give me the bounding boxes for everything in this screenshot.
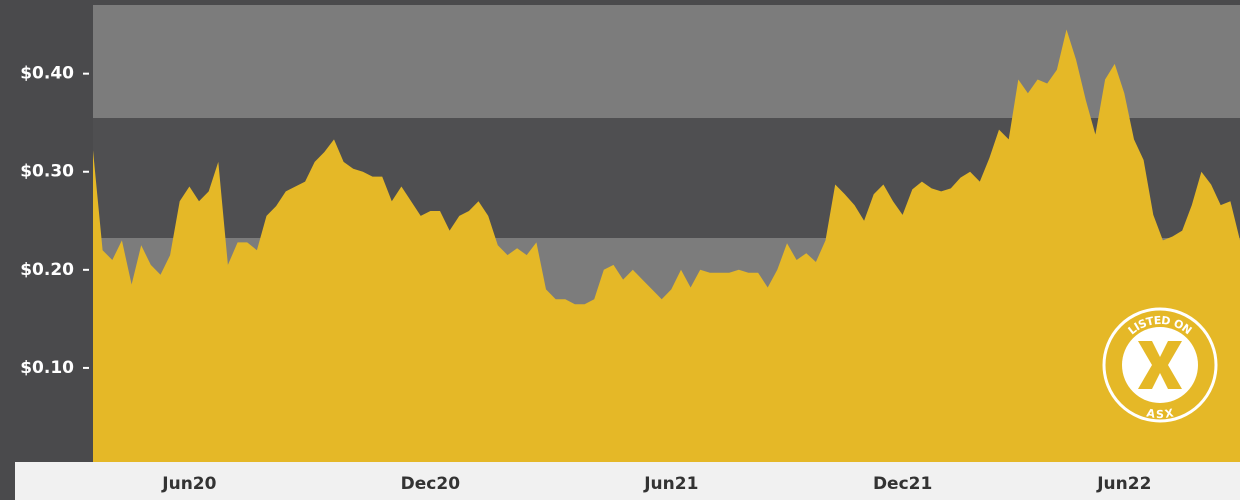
- badge-ring: [1102, 307, 1218, 423]
- y-tick-label: $0.30: [20, 162, 74, 182]
- x-tick-label: Jun21: [643, 474, 698, 494]
- x-axis-strip: [15, 462, 1240, 500]
- badge-x: [1138, 341, 1182, 389]
- area: [93, 29, 1240, 466]
- y-tick-label: $0.20: [20, 260, 74, 280]
- plot-area: [93, 29, 1240, 466]
- x-tick-label: Dec20: [401, 474, 461, 494]
- y-tick-label: $0.10: [20, 358, 74, 378]
- badge-bottom: ASX: [1145, 406, 1175, 421]
- asx-badge: LISTED ON ASX: [1102, 307, 1218, 423]
- x-tick-label: Jun20: [161, 474, 216, 494]
- x-tick-label: Dec21: [873, 474, 932, 494]
- badge-text: ASX: [1145, 406, 1175, 421]
- x-tick-label: Jun22: [1096, 474, 1151, 494]
- x-axis: Jun20 Dec20 Jun21 Dec21 Jun22: [161, 474, 1151, 494]
- y-tick-label: $0.40: [20, 64, 74, 84]
